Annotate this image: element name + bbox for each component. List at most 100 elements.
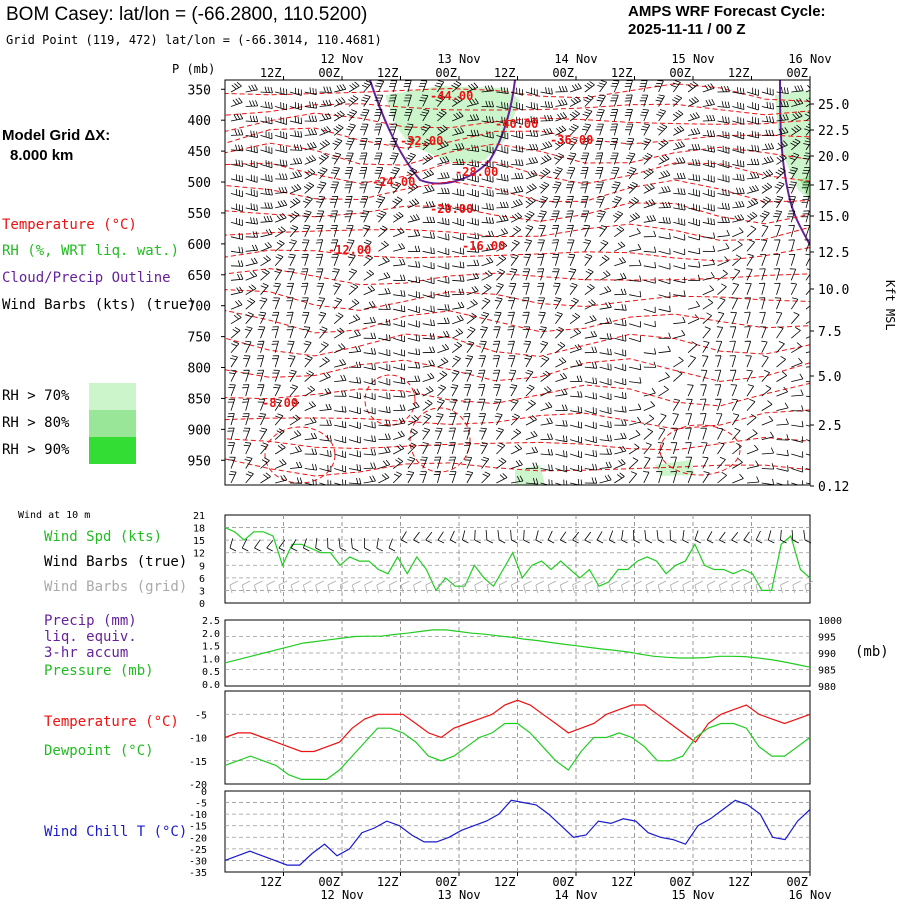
- wind-barb: [582, 109, 593, 122]
- wind-barb: [688, 159, 701, 166]
- wind-barb: [406, 471, 415, 484]
- wind-barb: [540, 154, 552, 165]
- wind-barb: [609, 109, 619, 122]
- wind-barb: [389, 138, 398, 151]
- wind-barb: [495, 282, 504, 295]
- wind-barb: [466, 340, 475, 353]
- wind-barb: [584, 346, 598, 354]
- wind-barb: [510, 212, 523, 223]
- wind-barb: [774, 225, 782, 237]
- cs-time-tick-label: 00Z: [552, 66, 574, 80]
- wind-barb: [230, 341, 240, 353]
- wind-barb: [464, 369, 473, 382]
- wind-barb: [761, 169, 774, 180]
- wind-barb: [510, 253, 519, 267]
- wind-barb: [761, 129, 775, 137]
- wind-barb: [245, 115, 259, 123]
- surface-wind-barb-grid: [266, 580, 275, 594]
- surface-wind-barb-true: [388, 538, 396, 552]
- isotherm-16: [225, 409, 810, 430]
- wind-barb: [319, 341, 329, 353]
- wind-barb: [732, 131, 745, 140]
- wind-barb: [761, 431, 774, 440]
- wind-barb: [227, 413, 235, 426]
- wind-barb: [465, 355, 474, 368]
- wind-barb: [319, 326, 328, 339]
- wind-barb: [568, 123, 579, 136]
- wind-barb: [452, 158, 465, 166]
- rh90-swatch: [89, 437, 136, 464]
- wind-barb: [496, 457, 507, 469]
- surface-wind-barb-grid: [413, 580, 422, 594]
- wind-ytick-label: 18: [193, 524, 205, 535]
- wind-barb: [378, 256, 390, 267]
- wind-barb: [802, 152, 810, 165]
- wind-barb: [422, 333, 435, 340]
- wind-barb: [673, 217, 686, 226]
- wind-barb: [656, 456, 664, 469]
- precip-ytick-label: 1.5: [202, 642, 220, 653]
- cs-time-tick-label: 00Z: [786, 66, 808, 80]
- wind-barb: [437, 140, 449, 151]
- wind-barb: [746, 444, 759, 455]
- wind-barb: [510, 239, 520, 252]
- wind-barb: [746, 211, 758, 223]
- temperature-contour-label: -16.00: [462, 239, 505, 253]
- wind-barb: [790, 297, 799, 310]
- wind-barb: [599, 270, 611, 281]
- wind-barb: [348, 314, 361, 325]
- wind-barb: [584, 330, 598, 339]
- wind-barb: [715, 340, 723, 353]
- surface-wind-barb-grid: [229, 580, 239, 594]
- wind-barb: [673, 202, 686, 211]
- pressure-ytick-label: 1000: [818, 616, 842, 627]
- wind-barb: [407, 415, 419, 426]
- forecast-cycle-value: 2025-11-11 / 00 Z: [628, 21, 746, 38]
- precip-accum-label: 3-hr accum: [44, 645, 129, 661]
- wind-barb: [555, 420, 568, 427]
- wind-barb: [363, 462, 377, 469]
- surface-wind-barb-true: [547, 530, 555, 544]
- wind-barb: [613, 210, 624, 223]
- wind-barb: [496, 227, 509, 238]
- bottom-date-label: 16 Nov: [788, 888, 831, 900]
- wind-barb: [761, 447, 775, 455]
- wind-barb: [360, 210, 370, 223]
- wind-barb: [422, 185, 435, 194]
- wind-barb: [230, 174, 243, 183]
- wind-barb: [330, 181, 339, 194]
- precip-ytick-label: 2.5: [202, 616, 220, 627]
- wind-barb: [275, 87, 288, 96]
- wind-barb: [688, 274, 701, 281]
- wind-barb: [422, 276, 435, 285]
- wind-barb: [551, 196, 561, 209]
- legend-temperature: Temperature (°C): [2, 217, 137, 233]
- wind-barb: [407, 198, 420, 209]
- wind-barb: [480, 442, 488, 455]
- wind-barb: [717, 130, 730, 139]
- wind-barb: [304, 370, 314, 382]
- wind-barb: [595, 109, 605, 122]
- wind-barb: [301, 239, 310, 252]
- wind-barb: [466, 82, 479, 93]
- wind-barb: [656, 109, 667, 122]
- wind-barb: [260, 101, 273, 109]
- wind-barb: [407, 442, 417, 455]
- dewpoint-label: Dewpoint (°C): [44, 743, 154, 759]
- surface-wind-barb-true: [413, 531, 420, 544]
- height-tick-label: 17.5: [818, 179, 849, 194]
- wind-barb: [567, 152, 577, 165]
- wind-barb: [717, 188, 730, 197]
- wind-barb: [466, 159, 479, 168]
- wind-barb: [624, 109, 633, 122]
- wind-barb: [626, 152, 636, 165]
- wind-barb: [348, 392, 362, 400]
- wind-barb: [319, 434, 332, 442]
- wind-barb: [245, 284, 257, 296]
- surface-wind-barb-grid: [718, 580, 728, 594]
- wind-barb: [791, 451, 804, 458]
- wind-barb: [746, 476, 760, 484]
- isotherm-loop-3: [659, 424, 741, 476]
- wind-barb: [289, 430, 302, 440]
- wind-barb: [330, 167, 340, 180]
